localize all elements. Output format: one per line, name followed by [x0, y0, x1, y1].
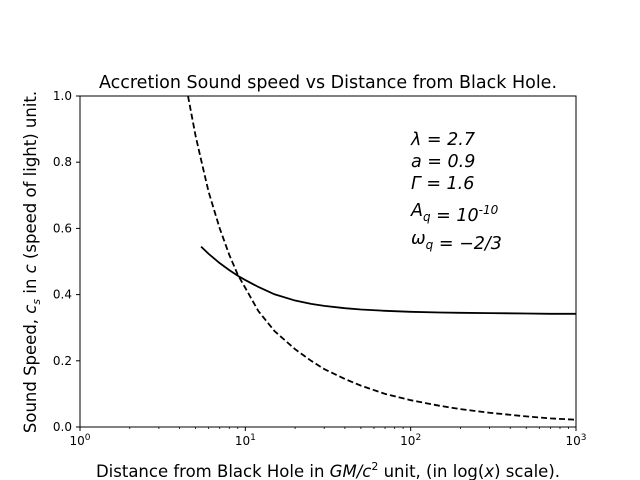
annotation-2: a = 0.9 — [411, 152, 475, 172]
x-axis-label: Distance from Black Hole in GM/c2 unit, … — [96, 460, 560, 480]
chart-title: Accretion Sound speed vs Distance from B… — [99, 73, 557, 93]
annotations: λ = 2.7a = 0.9Γ = 1.6 Aq = 10-10 ωq = −2/3 — [410, 130, 502, 254]
y-axis-label: Sound Speed, cs in c (speed of light) un… — [21, 91, 43, 433]
y-tick-label: 0.6 — [53, 221, 72, 235]
x-tick-label: 100 — [69, 433, 90, 448]
x-tick-label: 102 — [400, 433, 421, 448]
annotation-5: ωq = −2/3 — [411, 229, 502, 254]
annotation-3: Γ = 1.6 — [411, 174, 474, 194]
x-tick-label: 101 — [235, 433, 256, 448]
series-line-2 — [187, 96, 576, 421]
y-tick-label: 0.8 — [53, 155, 72, 169]
plot-frame — [79, 95, 577, 428]
y-tick-label: 1.0 — [53, 89, 72, 103]
y-tick-label: 0.0 — [53, 420, 72, 434]
y-tick-label: 0.2 — [53, 354, 72, 368]
annotation-4: Aq = 10-10 — [410, 201, 499, 226]
y-tick-label: 0.4 — [53, 288, 72, 302]
annotation-1: λ = 2.7 — [410, 130, 475, 150]
ticks: 0.0 0.2 0.4 0.6 0.8 1.0 100 101 102 103 — [53, 89, 587, 448]
plot-area — [79, 95, 577, 428]
x-tick-label: 103 — [565, 433, 586, 448]
series-line-1 — [200, 245, 576, 315]
